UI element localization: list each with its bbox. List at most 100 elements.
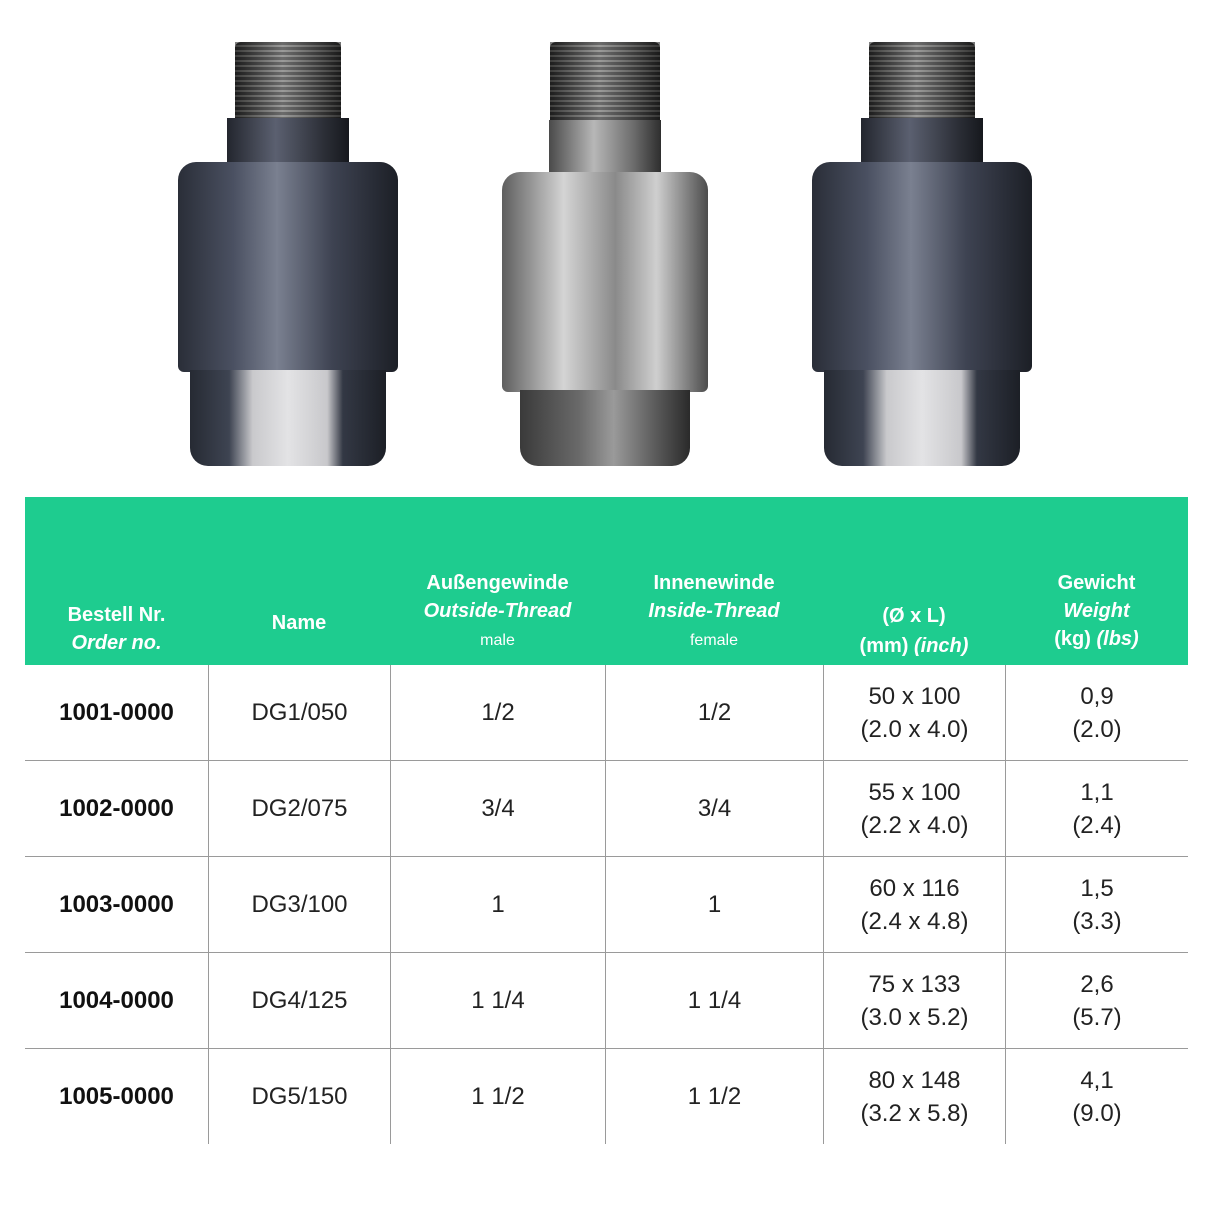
dim-mm: 60 x 116 xyxy=(869,874,960,902)
name: DG3/100 xyxy=(251,891,348,918)
dim-mm: 80 x 148 xyxy=(868,1066,961,1094)
dim-inch: (2.2 x 4.0) xyxy=(860,811,969,839)
header-de: Bestell Nr. xyxy=(67,604,166,626)
cell-outside-thread: 1 xyxy=(390,857,605,952)
cell-weight: 1,1 (2.4) xyxy=(1005,761,1188,856)
outside-thread: 3/4 xyxy=(481,795,515,822)
header-de: Name xyxy=(271,612,327,634)
table-row: 1002-0000 DG2/075 3/4 3/4 55 x 100 (2.2 x 4.0… xyxy=(25,761,1188,857)
outside-thread: 1 1/2 xyxy=(471,1083,525,1110)
cell-outside-thread: 1/2 xyxy=(390,665,605,760)
cell-weight: 4,1 (9.0) xyxy=(1005,1049,1188,1144)
product-image-left xyxy=(173,40,403,470)
dim-inch: (2.4 x 4.8) xyxy=(860,907,969,935)
order-no: 1002-0000 xyxy=(59,795,174,822)
header-weight: Gewicht Weight (kg) (lbs) xyxy=(1005,569,1188,653)
header-unit-inch: (inch) xyxy=(914,635,969,657)
header-name: Name xyxy=(208,609,390,637)
cell-outside-thread: 1 1/4 xyxy=(390,953,605,1048)
order-no: 1001-0000 xyxy=(59,699,174,726)
cell-weight: 0,9 (2.0) xyxy=(1005,665,1188,760)
weight-lbs: (2.0) xyxy=(1072,715,1122,743)
header-en: Weight xyxy=(1063,600,1130,622)
header-note: male xyxy=(480,632,515,649)
product-image-middle xyxy=(490,40,720,470)
name: DG5/150 xyxy=(251,1083,348,1110)
table-row: 1005-0000 DG5/150 1 1/2 1 1/2 80 x 148 (3.2 x… xyxy=(25,1049,1188,1144)
header-en: Inside-Thread xyxy=(648,600,780,622)
header-unit-mm: (mm) xyxy=(859,635,909,657)
cell-inside-thread: 3/4 xyxy=(605,761,823,856)
weight-kg: 1,5 xyxy=(1080,874,1114,902)
header-unit-kg: (kg) xyxy=(1054,628,1091,650)
name: DG1/050 xyxy=(251,699,348,726)
cell-dimensions: 50 x 100 (2.0 x 4.0) xyxy=(823,665,1005,760)
cell-order-no: 1005-0000 xyxy=(25,1049,208,1144)
outside-thread: 1/2 xyxy=(481,699,515,726)
header-en: Order no. xyxy=(71,632,162,654)
cell-order-no: 1001-0000 xyxy=(25,665,208,760)
order-no: 1003-0000 xyxy=(59,891,174,918)
table-row: 1003-0000 DG3/100 1 1 60 x 116 (2.4 x 4.8) 1,5… xyxy=(25,857,1188,953)
dim-inch: (3.0 x 5.2) xyxy=(860,1003,969,1031)
header-de: (Ø x L) xyxy=(882,605,946,627)
table-header: Bestell Nr. Order no. Name Außengewinde … xyxy=(25,497,1188,665)
cell-name: DG1/050 xyxy=(208,665,390,760)
cell-name: DG2/075 xyxy=(208,761,390,856)
cell-outside-thread: 1 1/2 xyxy=(390,1049,605,1144)
cell-order-no: 1003-0000 xyxy=(25,857,208,952)
cell-dimensions: 80 x 148 (3.2 x 5.8) xyxy=(823,1049,1005,1144)
inside-thread: 1 1/2 xyxy=(687,1083,742,1110)
dim-mm: 75 x 133 xyxy=(868,970,961,998)
cell-weight: 2,6 (5.7) xyxy=(1005,953,1188,1048)
order-no: 1004-0000 xyxy=(59,987,174,1014)
header-dimensions: (Ø x L) (mm) (inch) xyxy=(823,601,1005,661)
cell-order-no: 1004-0000 xyxy=(25,953,208,1048)
cell-inside-thread: 1 1/2 xyxy=(605,1049,823,1144)
weight-kg: 1,1 xyxy=(1080,778,1114,806)
header-order-no: Bestell Nr. Order no. xyxy=(25,601,208,657)
table-body: 1001-0000 DG1/050 1/2 1/2 50 x 100 (2.0 x 4.0… xyxy=(25,665,1188,1144)
cell-dimensions: 75 x 133 (3.0 x 5.2) xyxy=(823,953,1005,1048)
dim-inch: (2.0 x 4.0) xyxy=(860,715,969,743)
dim-inch: (3.2 x 5.8) xyxy=(860,1099,969,1127)
dim-mm: 55 x 100 xyxy=(868,778,961,806)
cell-inside-thread: 1 xyxy=(605,857,823,952)
cell-weight: 1,5 (3.3) xyxy=(1005,857,1188,952)
order-no: 1005-0000 xyxy=(59,1083,174,1110)
inside-thread: 1/2 xyxy=(697,699,732,726)
weight-lbs: (9.0) xyxy=(1072,1099,1122,1127)
weight-kg: 4,1 xyxy=(1080,1066,1114,1094)
weight-lbs: (5.7) xyxy=(1072,1003,1122,1031)
header-en: Outside-Thread xyxy=(423,600,572,622)
inside-thread: 1 1/4 xyxy=(687,987,742,1014)
table-row: 1001-0000 DG1/050 1/2 1/2 50 x 100 (2.0 x 4.0… xyxy=(25,665,1188,761)
cell-order-no: 1002-0000 xyxy=(25,761,208,856)
cell-dimensions: 60 x 116 (2.4 x 4.8) xyxy=(823,857,1005,952)
outside-thread: 1 xyxy=(491,891,505,918)
cell-name: DG5/150 xyxy=(208,1049,390,1144)
header-de: Innenewinde xyxy=(653,572,775,594)
weight-kg: 2,6 xyxy=(1080,970,1114,998)
outside-thread: 1 1/4 xyxy=(471,987,525,1014)
weight-lbs: (2.4) xyxy=(1072,811,1122,839)
name: DG4/125 xyxy=(251,987,348,1014)
product-image-right xyxy=(807,40,1037,470)
header-de: Gewicht xyxy=(1057,572,1136,594)
cell-name: DG4/125 xyxy=(208,953,390,1048)
weight-lbs: (3.3) xyxy=(1072,907,1122,935)
product-table: Bestell Nr. Order no. Name Außengewinde … xyxy=(25,497,1188,1144)
header-outside-thread: Außengewinde Outside-Thread male xyxy=(390,569,605,657)
table-row: 1004-0000 DG4/125 1 1/4 1 1/4 75 x 133 (3.0 x… xyxy=(25,953,1188,1049)
cell-inside-thread: 1/2 xyxy=(605,665,823,760)
weight-kg: 0,9 xyxy=(1080,682,1114,710)
cell-name: DG3/100 xyxy=(208,857,390,952)
cell-dimensions: 55 x 100 (2.2 x 4.0) xyxy=(823,761,1005,856)
header-unit-lbs: (lbs) xyxy=(1096,628,1139,650)
inside-thread: 3/4 xyxy=(697,795,732,822)
name: DG2/075 xyxy=(251,795,348,822)
dim-mm: 50 x 100 xyxy=(868,682,961,710)
cell-outside-thread: 3/4 xyxy=(390,761,605,856)
header-inside-thread: Innenewinde Inside-Thread female xyxy=(605,569,823,657)
inside-thread: 1 xyxy=(707,891,722,918)
